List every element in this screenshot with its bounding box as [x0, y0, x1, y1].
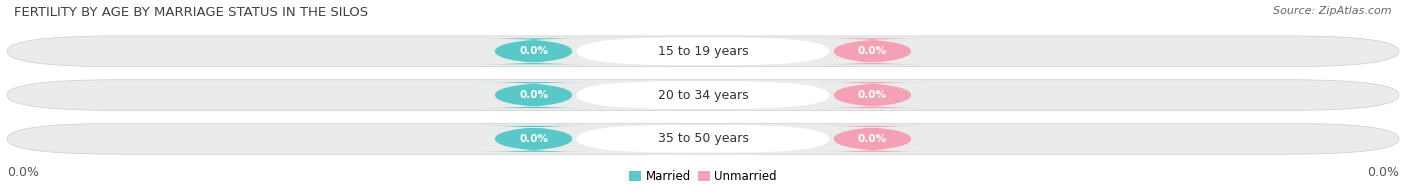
Text: 0.0%: 0.0%: [519, 46, 548, 56]
FancyBboxPatch shape: [818, 126, 927, 152]
Text: 0.0%: 0.0%: [519, 90, 548, 100]
Text: 0.0%: 0.0%: [858, 46, 887, 56]
Text: Source: ZipAtlas.com: Source: ZipAtlas.com: [1274, 6, 1392, 16]
Text: FERTILITY BY AGE BY MARRIAGE STATUS IN THE SILOS: FERTILITY BY AGE BY MARRIAGE STATUS IN T…: [14, 6, 368, 19]
Text: 0.0%: 0.0%: [519, 134, 548, 144]
Text: 15 to 19 years: 15 to 19 years: [658, 45, 748, 58]
Text: 0.0%: 0.0%: [858, 90, 887, 100]
Text: 0.0%: 0.0%: [7, 166, 39, 179]
FancyBboxPatch shape: [7, 36, 1399, 67]
FancyBboxPatch shape: [576, 125, 830, 153]
FancyBboxPatch shape: [7, 80, 1399, 110]
FancyBboxPatch shape: [818, 38, 927, 64]
FancyBboxPatch shape: [7, 123, 1399, 154]
FancyBboxPatch shape: [576, 37, 830, 65]
FancyBboxPatch shape: [576, 81, 830, 109]
FancyBboxPatch shape: [818, 82, 927, 108]
Text: 0.0%: 0.0%: [1367, 166, 1399, 179]
Text: 20 to 34 years: 20 to 34 years: [658, 89, 748, 102]
FancyBboxPatch shape: [479, 126, 588, 152]
FancyBboxPatch shape: [479, 82, 588, 108]
Text: 35 to 50 years: 35 to 50 years: [658, 132, 748, 145]
FancyBboxPatch shape: [479, 38, 588, 64]
Text: 0.0%: 0.0%: [858, 134, 887, 144]
Legend: Married, Unmarried: Married, Unmarried: [624, 166, 782, 188]
